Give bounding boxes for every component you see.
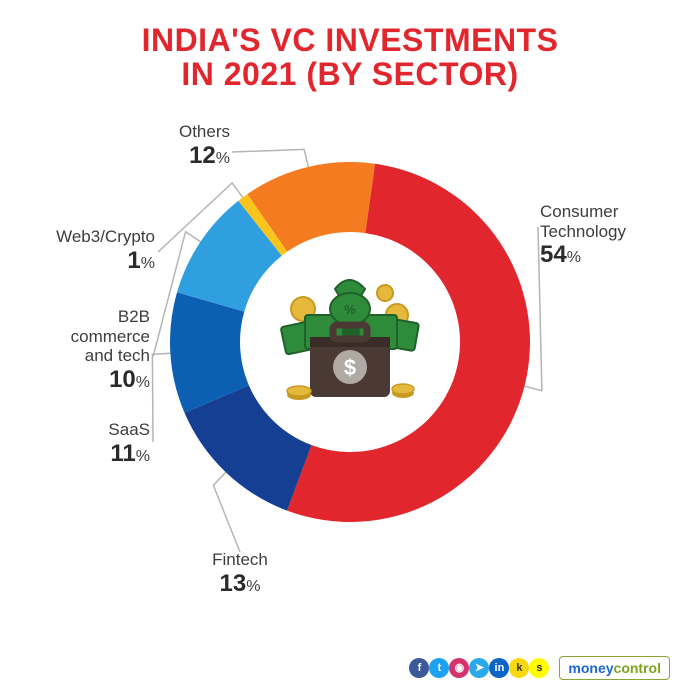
label-value: 54 <box>540 241 567 268</box>
label-name: Consumer Technology <box>540 202 690 241</box>
label-saas: SaaS 11% <box>20 420 150 467</box>
label-value: 11 <box>110 440 135 467</box>
facebook-icon[interactable]: f <box>409 658 429 678</box>
instagram-icon[interactable]: ◉ <box>449 658 469 678</box>
svg-text:%: % <box>344 302 356 317</box>
center-illustration: % $ <box>275 267 425 417</box>
brand-part2: control <box>614 660 661 676</box>
linkedin-icon[interactable]: in <box>489 658 509 678</box>
footer: ft◉➤inks moneycontrol <box>409 656 670 680</box>
label-name: Others <box>90 122 230 142</box>
koo-icon[interactable]: k <box>509 658 529 678</box>
snapchat-icon[interactable]: s <box>529 658 549 678</box>
label-others: Others 12% <box>90 122 230 169</box>
svg-text:$: $ <box>344 355 356 380</box>
label-fintech: Fintech 13% <box>170 550 310 597</box>
label-name: Web3/Crypto <box>5 227 155 247</box>
telegram-icon[interactable]: ➤ <box>469 658 489 678</box>
label-web3: Web3/Crypto 1% <box>5 227 155 274</box>
label-name: SaaS <box>20 420 150 440</box>
label-value: 10 <box>109 366 136 393</box>
label-consumer-technology: Consumer Technology 54% <box>540 202 690 269</box>
title-line-1: INDIA'S VC INVESTMENTS <box>0 24 700 58</box>
brand-logo: moneycontrol <box>559 656 670 680</box>
title-line-2: IN 2021 (BY SECTOR) <box>0 58 700 92</box>
chart-title: INDIA'S VC INVESTMENTS IN 2021 (BY SECTO… <box>0 0 700 91</box>
label-name: Fintech <box>170 550 310 570</box>
label-b2b: B2Bcommerceand tech 10% <box>10 307 150 393</box>
label-value: 13 <box>220 570 247 597</box>
donut-chart: % $ Consumer Technology 54% Fintech 13% … <box>0 112 700 592</box>
label-value: 1 <box>127 247 140 274</box>
label-name: B2Bcommerceand tech <box>10 307 150 366</box>
brand-part1: money <box>568 660 613 676</box>
label-value: 12 <box>189 142 216 169</box>
twitter-icon[interactable]: t <box>429 658 449 678</box>
